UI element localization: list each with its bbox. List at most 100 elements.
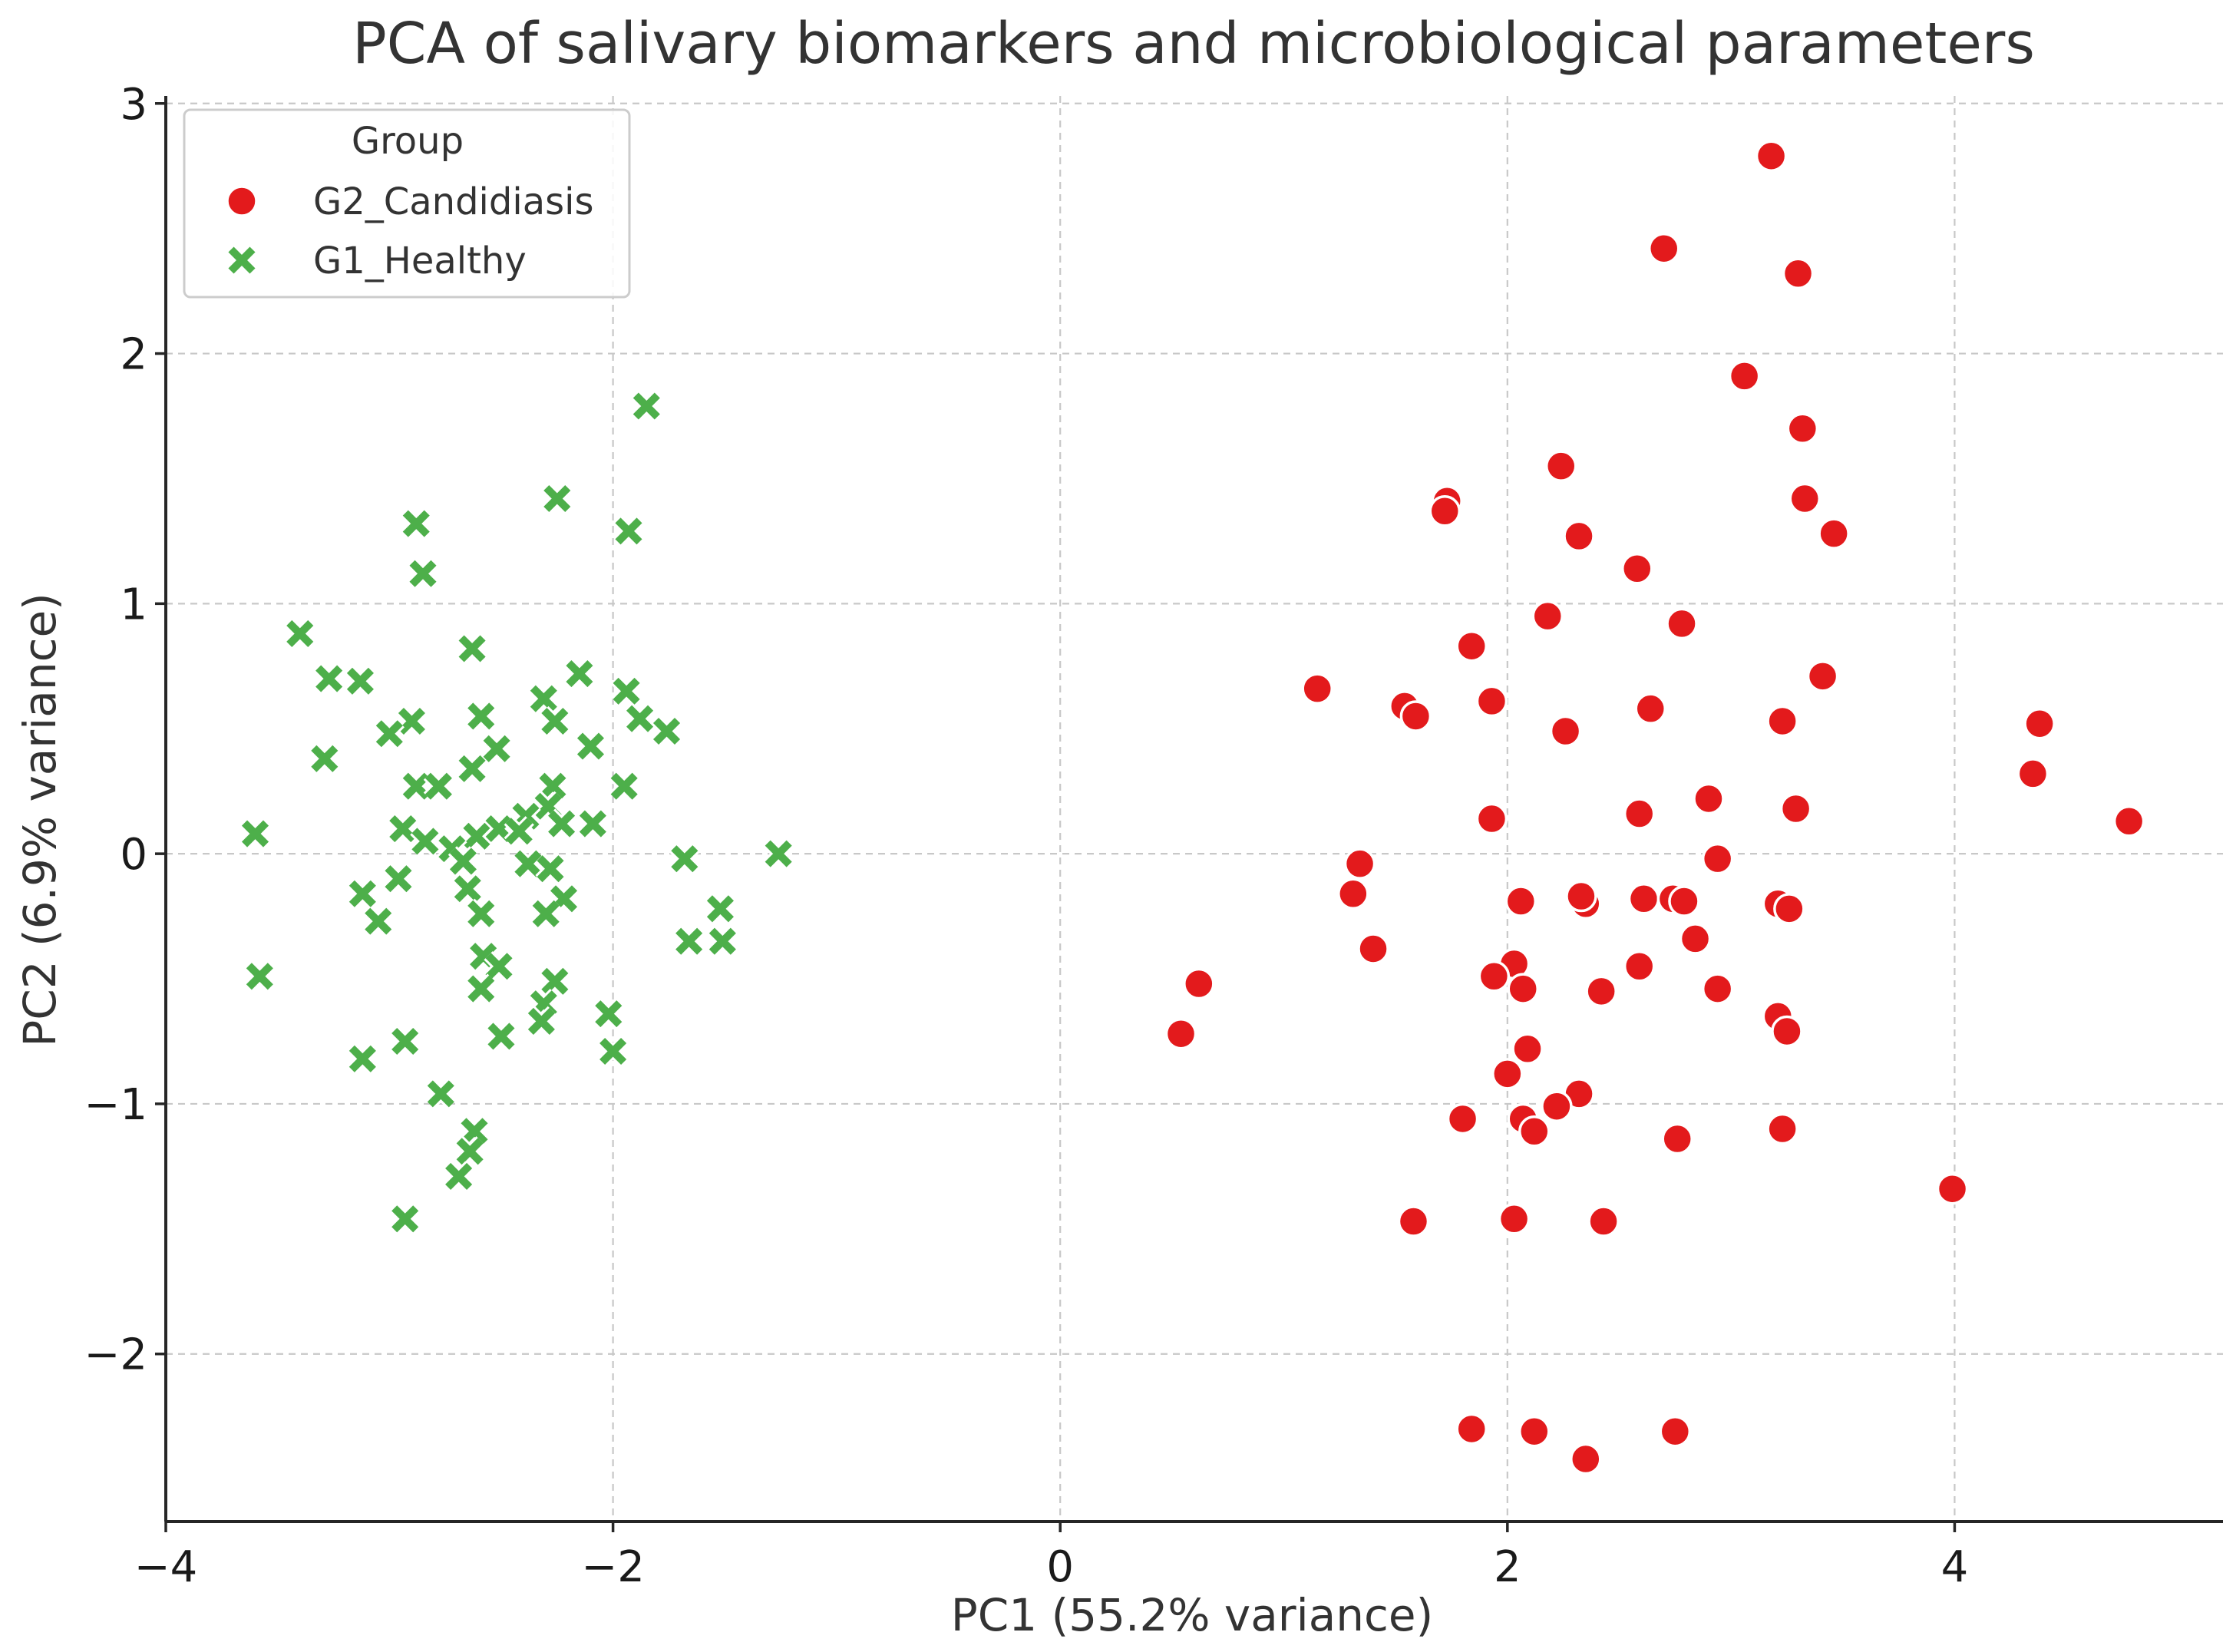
point-G2_Candidiasis-31: [1343, 847, 1376, 880]
point-G2_Candidiasis-17: [1475, 685, 1508, 718]
point-G1_Healthy-53: [484, 951, 514, 982]
legend-label-G2_Candidiasis: G2_Candidiasis: [313, 180, 593, 223]
point-G1_Healthy-17: [374, 719, 405, 749]
x-tick-label-4: 4: [1941, 1542, 1969, 1592]
point-G2_Candidiasis-13: [1666, 607, 1698, 640]
point-G1_Healthy-40: [669, 844, 700, 874]
point-G1_Healthy-44: [452, 874, 483, 904]
y-tick-label-3: 1: [120, 580, 147, 629]
point-G1_Healthy-14: [624, 703, 656, 734]
point-G2_Candidiasis-53: [1511, 1032, 1544, 1066]
point-G1_Healthy-1: [542, 483, 573, 514]
point-G1_Healthy-11: [528, 683, 559, 714]
point-G1_Healthy-65: [459, 1116, 490, 1147]
point-G1_Healthy-25: [609, 771, 639, 801]
point-G2_Candidiasis-25: [1693, 782, 1725, 815]
point-G2_Candidiasis-50: [1164, 1017, 1197, 1050]
point-G2_Candidiasis-54: [1491, 1058, 1524, 1090]
point-G1_Healthy-26: [533, 791, 563, 821]
legend-marker-G2_Candidiasis: [226, 185, 258, 217]
point-G1_Healthy-61: [390, 1026, 421, 1057]
point-G2_Candidiasis-7: [1428, 495, 1461, 527]
point-G1_Healthy-48: [705, 894, 736, 924]
point-G2_Candidiasis-64: [1498, 1203, 1531, 1235]
point-G2_Candidiasis-65: [1587, 1205, 1620, 1237]
point-G1_Healthy-12: [466, 701, 497, 732]
point-G2_Candidiasis-59: [1518, 1115, 1551, 1148]
legend: Group G2_Candidiasis G1_Healthy: [183, 108, 631, 299]
point-G2_Candidiasis-10: [1818, 517, 1850, 550]
point-G2_Candidiasis-12: [1531, 600, 1564, 633]
point-G2_Candidiasis-23: [2023, 707, 2056, 740]
y-tick-label-5: 3: [120, 80, 147, 130]
point-G1_Healthy-16: [651, 715, 682, 747]
point-G1_Healthy-22: [401, 771, 431, 801]
x-tick-label-1: −2: [581, 1542, 645, 1592]
point-G2_Candidiasis-60: [1766, 1112, 1798, 1145]
point-G1_Healthy-24: [537, 771, 568, 801]
point-G2_Candidiasis-26: [1779, 792, 1812, 825]
point-G2_Candidiasis-19: [1399, 700, 1432, 732]
point-G1_Healthy-54: [244, 961, 276, 992]
point-G2_Candidiasis-29: [2112, 805, 2145, 838]
point-G2_Candidiasis-28: [1475, 802, 1508, 835]
point-G2_Candidiasis-56: [1541, 1090, 1573, 1122]
point-G1_Healthy-20: [309, 743, 340, 774]
point-G1_Healthy-10: [611, 676, 642, 707]
point-G2_Candidiasis-16: [1301, 672, 1333, 705]
point-G2_Candidiasis-11: [1621, 552, 1653, 585]
point-G1_Healthy-50: [673, 926, 705, 957]
legend-marker-G1_Healthy: [226, 245, 257, 276]
point-G2_Candidiasis-69: [1570, 1442, 1602, 1475]
point-G1_Healthy-7: [313, 663, 345, 694]
point-G1_Healthy-37: [448, 846, 479, 877]
point-G2_Candidiasis-46: [1507, 973, 1539, 1005]
legend-box: [183, 108, 631, 299]
point-G2_Candidiasis-66: [1455, 1412, 1488, 1446]
point-G2_Candidiasis-48: [1701, 973, 1734, 1005]
data-points: [239, 140, 2145, 1475]
point-G2_Candidiasis-61: [1661, 1122, 1693, 1155]
point-G2_Candidiasis-40: [1773, 893, 1805, 925]
point-G1_Healthy-4: [408, 558, 438, 589]
point-G2_Candidiasis-2: [1782, 257, 1815, 290]
point-G2_Candidiasis-45: [1478, 960, 1511, 993]
point-G2_Candidiasis-36: [1627, 883, 1660, 915]
point-G1_Healthy-28: [546, 808, 577, 839]
point-G1_Healthy-18: [481, 733, 512, 764]
point-G2_Candidiasis-0: [1755, 140, 1788, 172]
point-G2_Candidiasis-38: [1668, 885, 1700, 917]
point-G2_Candidiasis-4: [1786, 412, 1819, 445]
point-G1_Healthy-15: [396, 705, 428, 737]
point-G1_Healthy-46: [466, 898, 497, 929]
point-G2_Candidiasis-27: [1623, 798, 1656, 830]
legend-entries: G2_Candidiasis G1_Healthy: [226, 180, 593, 282]
legend-title: Group: [352, 120, 464, 163]
point-G1_Healthy-21: [457, 753, 487, 785]
point-G1_Healthy-68: [390, 1204, 421, 1234]
point-G2_Candidiasis-43: [1623, 950, 1656, 983]
point-G2_Candidiasis-5: [1544, 450, 1577, 482]
y-tick-label-2: 0: [120, 830, 147, 880]
y-axis-label: PC2 (6.9% variance): [14, 593, 66, 1047]
point-G2_Candidiasis-68: [1659, 1415, 1692, 1448]
point-G1_Healthy-32: [504, 816, 534, 847]
y-tick-label-4: 2: [120, 330, 147, 380]
point-G1_Healthy-58: [593, 998, 624, 1029]
point-G2_Candidiasis-20: [1634, 692, 1667, 725]
point-G2_Candidiasis-22: [1549, 715, 1582, 748]
point-G1_Healthy-47: [530, 898, 561, 929]
point-G1_Healthy-60: [486, 1021, 517, 1052]
point-G1_Healthy-49: [363, 906, 394, 937]
point-G2_Candidiasis-49: [1183, 967, 1215, 1000]
point-G1_Healthy-63: [347, 1043, 378, 1074]
point-G2_Candidiasis-47: [1585, 975, 1617, 1008]
point-G1_Healthy-6: [457, 633, 487, 664]
point-G1_Healthy-2: [401, 508, 431, 539]
point-G1_Healthy-62: [597, 1036, 629, 1067]
y-axis-ticks: −2 −1 0 1 2 3: [84, 80, 166, 1380]
point-G1_Healthy-23: [423, 771, 454, 801]
point-G1_Healthy-43: [347, 878, 378, 909]
point-G2_Candidiasis-41: [1357, 933, 1389, 965]
